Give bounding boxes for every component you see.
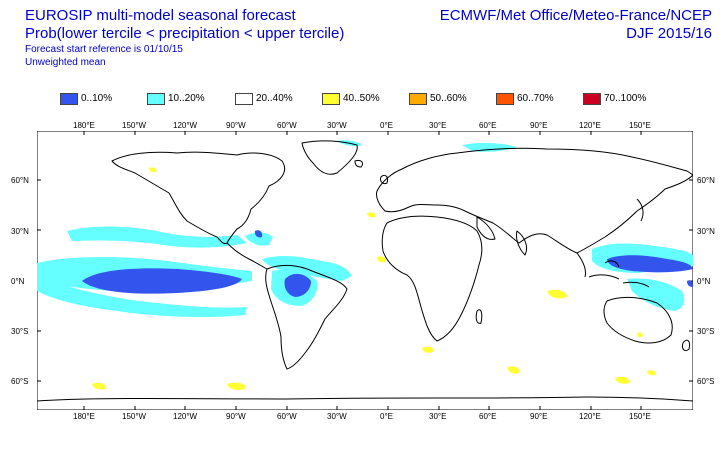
forecast-map [37,131,693,410]
legend-swatch [322,93,340,105]
lon-label-bottom: 150°E [629,412,651,421]
lon-label-top: 30°E [429,121,447,130]
title-block: EUROSIP multi-model seasonal forecast Pr… [25,6,344,69]
lat-label-left: 60°S [11,377,29,386]
lon-label-bottom: 90°W [226,412,246,421]
lon-label-bottom: 120°E [579,412,601,421]
legend-label: 70..100% [604,93,647,104]
lon-label-bottom: 60°E [479,412,497,421]
forecast-start: Forecast start reference is 01/10/15 [25,44,183,55]
legend-label: 20..40% [256,93,293,104]
season-label: DJF 2015/16 [626,25,712,42]
lat-label-left: 60°N [11,176,29,185]
lon-label-bottom: 120°W [173,412,198,421]
legend-swatch [496,93,514,105]
lon-label-bottom: 90°E [530,412,548,421]
lon-label-bottom: 60°W [277,412,297,421]
coastlines [37,140,693,402]
lat-label-right: 30°N [697,227,715,236]
legend-label: 10..20% [168,93,205,104]
lon-label-top: 180°E [73,121,95,130]
lon-label-top: 60°E [479,121,497,130]
lat-label-left: 30°N [11,227,29,236]
lon-label-bottom: 30°E [429,412,447,421]
shading-40-50 [92,167,656,390]
legend-swatch [147,93,165,105]
legend-label: 50..60% [430,93,467,104]
lon-label-top: 0°E [380,121,393,130]
lon-label-bottom: 180°E [73,412,95,421]
title-right-block: ECMWF/Met Office/Meteo-France/NCEP DJF 2… [440,6,712,43]
lat-label-right: 0°N [697,277,711,286]
legend-swatch [409,93,427,105]
lat-label-left: 30°S [11,327,29,336]
lat-label-right: 30°S [697,327,715,336]
lon-label-top: 150°E [629,121,651,130]
lon-label-top: 90°W [226,121,246,130]
map-subtitle: Prob(lower tercile < precipitation < upp… [25,25,345,42]
mean-type: Unweighted mean [25,57,106,68]
map-ticks [37,131,693,410]
map-title: EUROSIP multi-model seasonal forecast [25,7,296,24]
lon-label-top: 30°W [327,121,347,130]
lon-label-top: 150°W [122,121,147,130]
legend-label: 0..10% [81,93,113,104]
legend-swatch [235,93,253,105]
lon-label-bottom: 150°W [122,412,147,421]
centres-label: ECMWF/Met Office/Meteo-France/NCEP [439,7,712,24]
lon-label-top: 120°W [173,121,198,130]
lon-label-top: 120°E [579,121,601,130]
legend-label: 60..70% [517,93,554,104]
lon-label-top: 90°E [530,121,548,130]
legend-swatch [583,93,601,105]
legend-swatch [60,93,78,105]
map-panel [37,131,693,410]
lat-label-left: 0°N [11,277,25,286]
lat-label-right: 60°N [697,176,715,185]
lon-label-bottom: 0°E [380,412,393,421]
lat-label-right: 60°S [697,377,715,386]
legend-label: 40..50% [343,93,380,104]
lon-label-top: 60°W [277,121,297,130]
lon-label-bottom: 30°W [327,412,347,421]
shading-0-10 [82,230,693,297]
